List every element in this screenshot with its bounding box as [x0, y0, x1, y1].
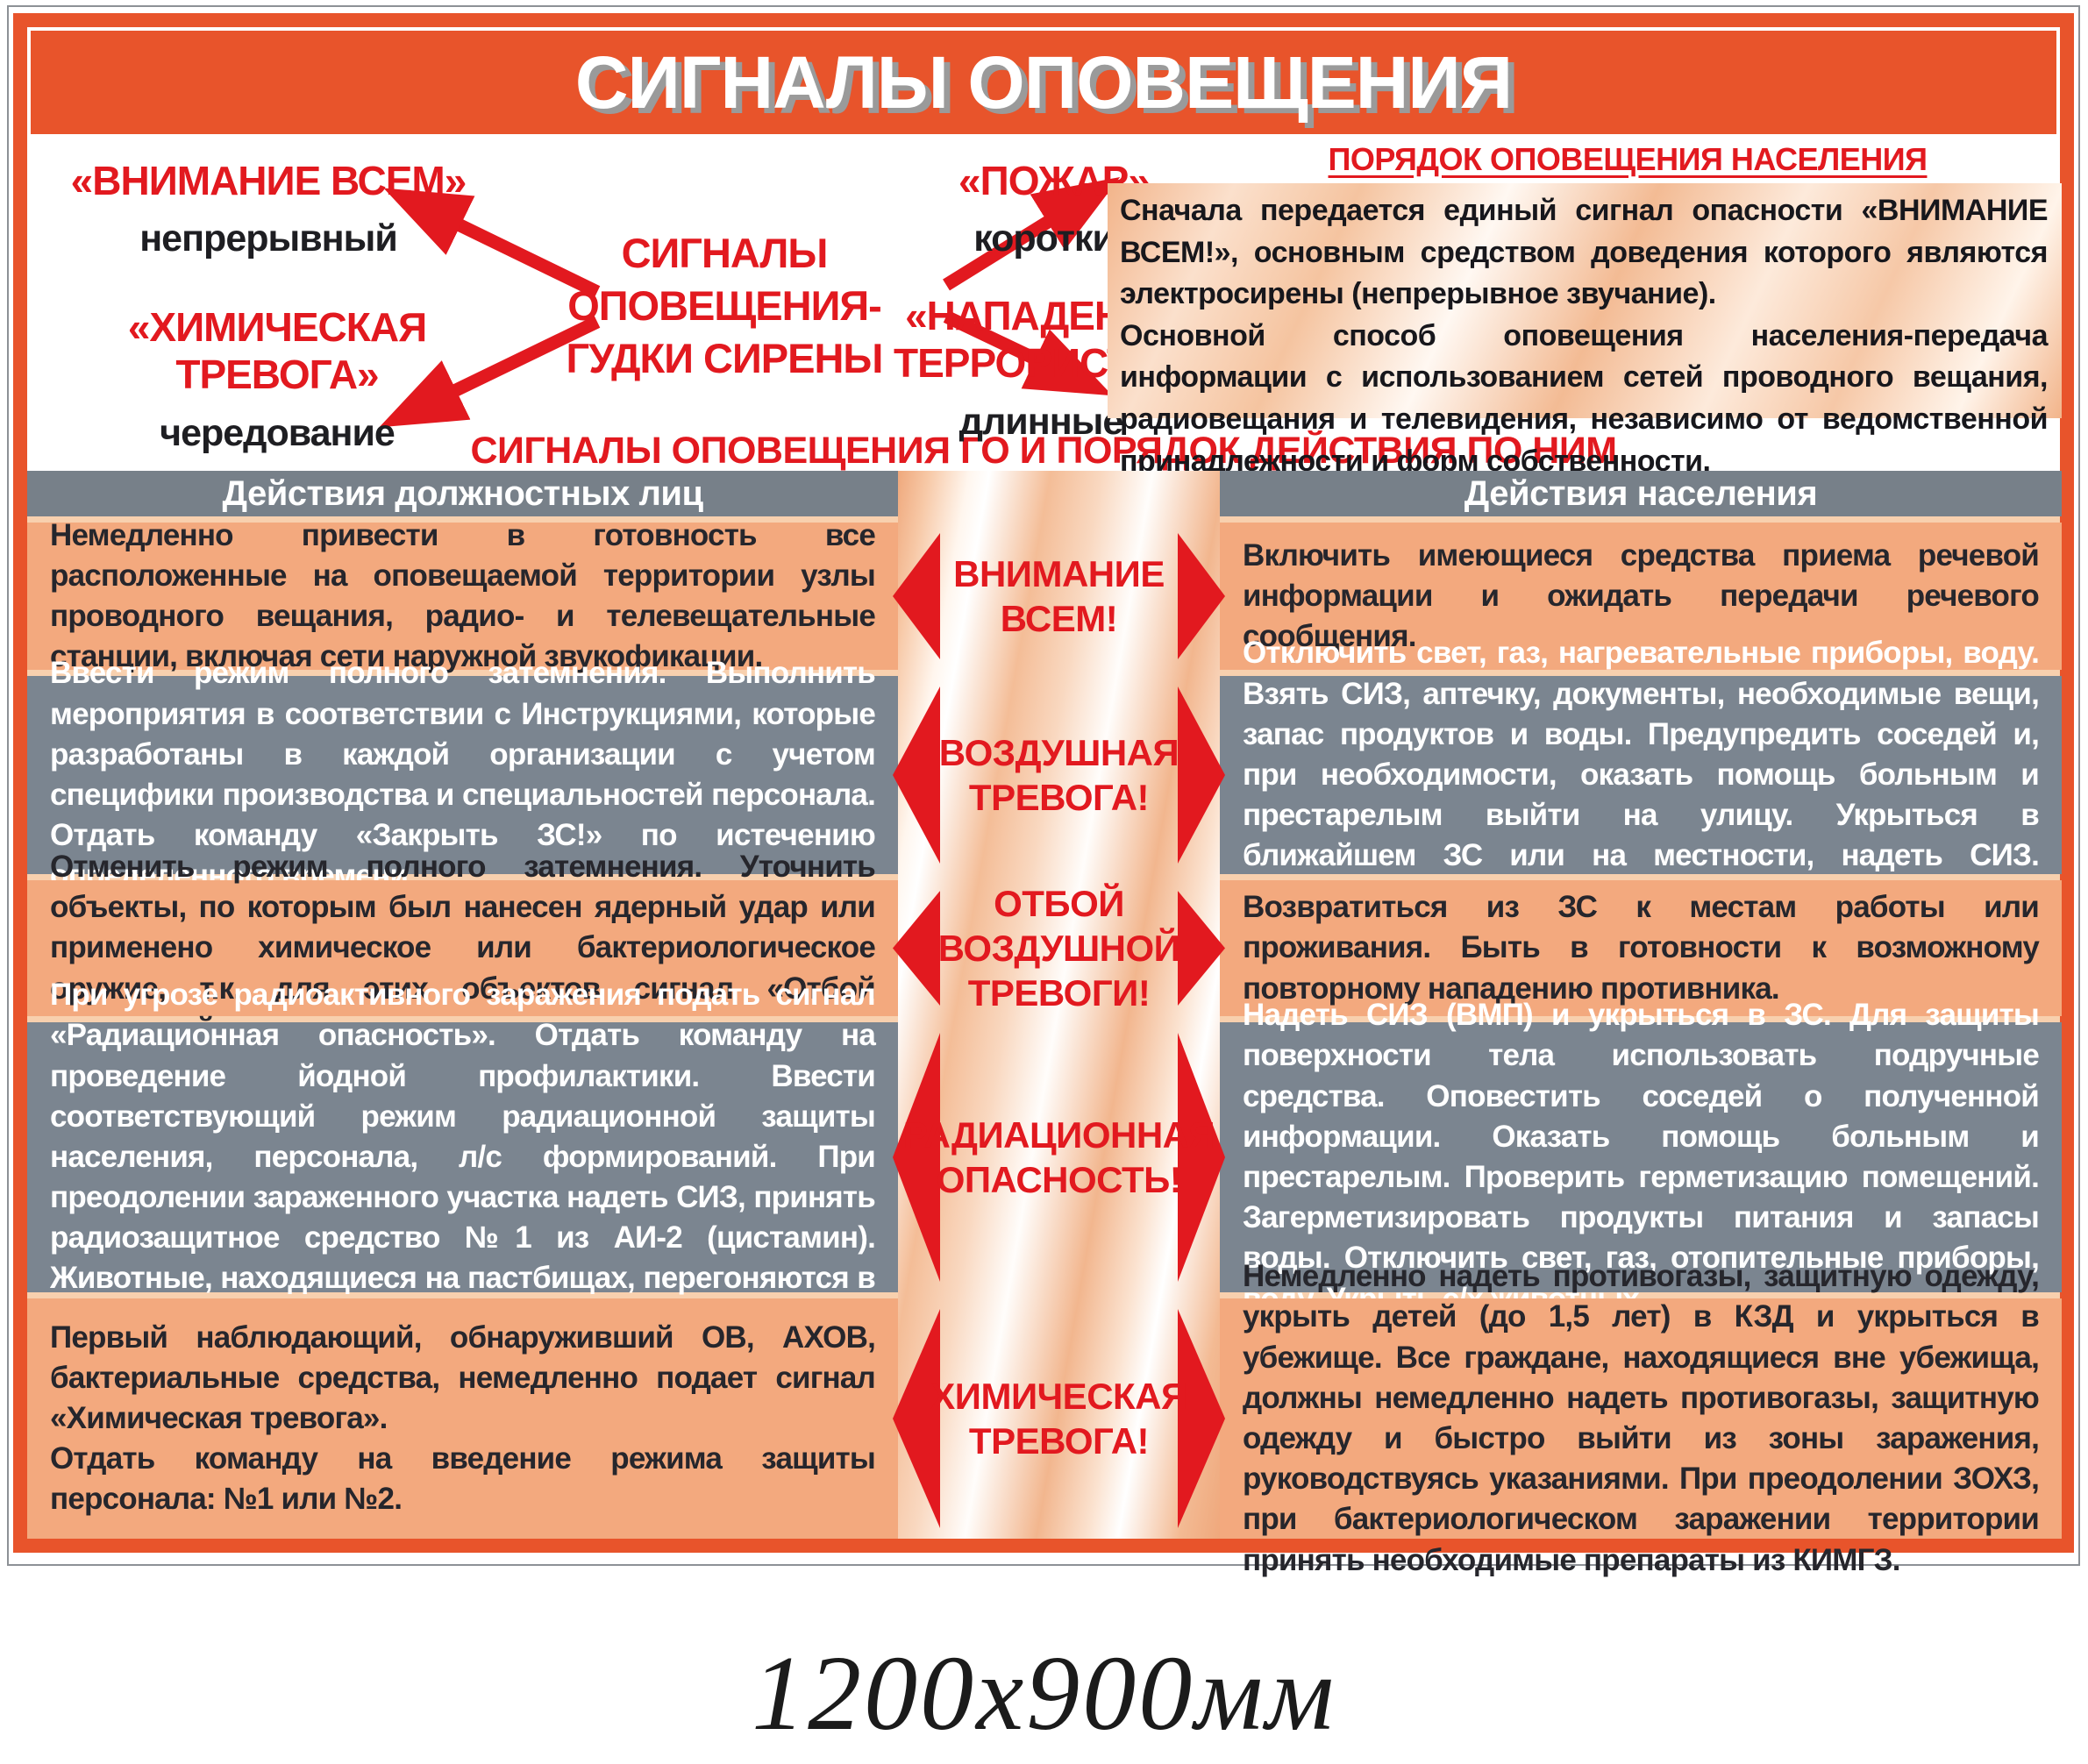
officials-text: При угрозе радиоактивного заражения пода…: [50, 978, 876, 1336]
signal-name: «ВНИМАНИЕ ВСЕМ»: [70, 158, 467, 203]
notification-order-paragraph: Основной способ оповещения населения-пер…: [1120, 318, 2049, 478]
signal-label: ХИМИЧЕСКАЯ ТРЕВОГА!: [930, 1375, 1187, 1462]
arrow-left-icon: [893, 533, 940, 659]
poster-title: СИГНАЛЫ ОПОВЕЩЕНИЯ: [574, 40, 1513, 124]
siren-signals-diagram: «ВНИМАНИЕ ВСЕМ» непрерывный «ХИМИЧЕСКАЯ …: [27, 134, 2062, 502]
table-row: Отменить режим полного затемнения. Уточн…: [27, 850, 2062, 1046]
poster-size-caption: 1200х900мм: [752, 1634, 1336, 1753]
arrow-right-icon: [1178, 891, 1225, 1006]
signal-label: РАДИАЦИОННАЯ ОПАСНОСТЬ!: [902, 1113, 1215, 1200]
population-cell: Возвратиться из ЗС к местам работы или п…: [1220, 880, 2062, 1016]
table-row: При угрозе радиоактивного заражения пода…: [27, 978, 2062, 1336]
officials-cell: Первый наблюдающий, обнаруживший ОВ, АХО…: [27, 1298, 898, 1539]
arrow-left-icon: [893, 686, 940, 864]
center-signal-band: [898, 471, 1220, 1539]
notification-order-box: Сначала передается единый сигнал опаснос…: [1108, 183, 2062, 478]
signal-pattern: длинные: [958, 400, 1124, 443]
poster-header-band: СИГНАЛЫ ОПОВЕЩЕНИЯ: [31, 31, 2056, 134]
signal-label: ОТБОЙ ВОЗДУШНОЙ ТРЕВОГИ!: [937, 882, 1180, 1014]
signal-cell: ОТБОЙ ВОЗДУШНОЙ ТРЕВОГИ!: [893, 880, 1225, 1016]
siren-diagram-center-label: СИГНАЛЫ ОПОВЕЩЕНИЯ- ГУДКИ СИРЕНЫ: [518, 227, 930, 385]
diagram-arrows-icon: [379, 176, 1121, 428]
arrow-right-icon: [1178, 533, 1225, 659]
signal-attention-all: «ВНИМАНИЕ ВСЕМ» непрерывный: [62, 157, 474, 264]
officials-cell: Ввести режим полного затемнения. Выполни…: [27, 656, 898, 893]
officials-text: Ввести режим полного затемнения. Выполни…: [50, 656, 876, 893]
table-row: Немедленно привести в готовность все рас…: [27, 518, 2062, 673]
column-header-officials: Действия должностных лиц: [27, 471, 898, 516]
population-cell: Включить имеющиеся средства приема речев…: [1220, 523, 2062, 670]
notification-order-paragraph: Сначала передается единый сигнал опаснос…: [1120, 194, 2049, 311]
officials-cell: При угрозе радиоактивного заражения пода…: [27, 978, 898, 1336]
population-text: Надеть СИЗ (ВМП) и укрыться в ЗС. Для за…: [1243, 998, 2040, 1315]
notification-order-title: ПОРЯДОК ОПОВЕЩЕНИЯ НАСЕЛЕНИЯ: [1328, 141, 1928, 177]
signal-label: ВОЗДУШНАЯ ТРЕВОГА!: [938, 731, 1179, 818]
officials-cell: Отменить режим полного затемнения. Уточн…: [27, 850, 898, 1046]
signals-actions-table: Действия должностных лиц Действия населе…: [27, 471, 2062, 1577]
table-header-row: Действия должностных лиц Действия населе…: [27, 471, 2062, 516]
population-cell: Немедленно надеть противогазы, защитную …: [1220, 1259, 2062, 1577]
civil-defense-poster: СИГНАЛЫ ОПОВЕЩЕНИЯ: [13, 13, 2074, 1577]
table-subtitle: СИГНАЛЫ ОПОВЕЩЕНИЯ ГО И ПОРЯДОК ДЕЙСТВИЯ…: [470, 429, 1617, 472]
signal-name: «ХИМИЧЕСКАЯ ТРЕВОГА»: [127, 304, 427, 398]
population-cell: Отключить свет, газ, нагревательные приб…: [1220, 636, 2062, 913]
column-header-population: Действия населения: [1220, 471, 2062, 516]
arrow-left-icon: [893, 891, 940, 1006]
officials-text: Немедленно привести в готовность все рас…: [50, 517, 876, 674]
signal-label: ВНИМАНИЕ ВСЕМ!: [953, 552, 1165, 639]
population-text: Возвратиться из ЗС к местам работы или п…: [1243, 890, 2040, 1006]
population-text: Отключить свет, газ, нагревательные приб…: [1243, 636, 2040, 913]
table-row: Первый наблюдающий, обнаруживший ОВ, АХО…: [27, 1259, 2062, 1577]
signal-cell: ВНИМАНИЕ ВСЕМ!: [893, 523, 1225, 670]
officials-cell: Немедленно привести в готовность все рас…: [27, 518, 898, 673]
arrow-right-icon: [1178, 686, 1225, 864]
table-row: Ввести режим полного затемнения. Выполни…: [27, 636, 2062, 913]
signal-cell: РАДИАЦИОННАЯ ОПАСНОСТЬ!: [893, 1022, 1225, 1292]
population-cell: Надеть СИЗ (ВМП) и укрыться в ЗС. Для за…: [1220, 998, 2062, 1316]
column-header-spacer: [898, 471, 1220, 516]
poster-outer-frame: СИГНАЛЫ ОПОВЕЩЕНИЯ: [7, 5, 2080, 1577]
center-label-text: СИГНАЛЫ ОПОВЕЩЕНИЯ- ГУДКИ СИРЕНЫ: [566, 230, 884, 382]
signal-cell: ВОЗДУШНАЯ ТРЕВОГА!: [893, 676, 1225, 874]
poster-inner: СИГНАЛЫ ОПОВЕЩЕНИЯ: [27, 27, 2062, 1577]
signal-cell: ХИМИЧЕСКАЯ ТРЕВОГА!: [893, 1298, 1225, 1539]
population-text: Включить имеющиеся средства приема речев…: [1243, 537, 2040, 654]
population-text: Немедленно надеть противогазы, защитную …: [1243, 1259, 2040, 1577]
officials-text: Первый наблюдающий, обнаруживший ОВ, АХО…: [50, 1319, 876, 1517]
signal-pattern: непрерывный: [139, 217, 398, 260]
